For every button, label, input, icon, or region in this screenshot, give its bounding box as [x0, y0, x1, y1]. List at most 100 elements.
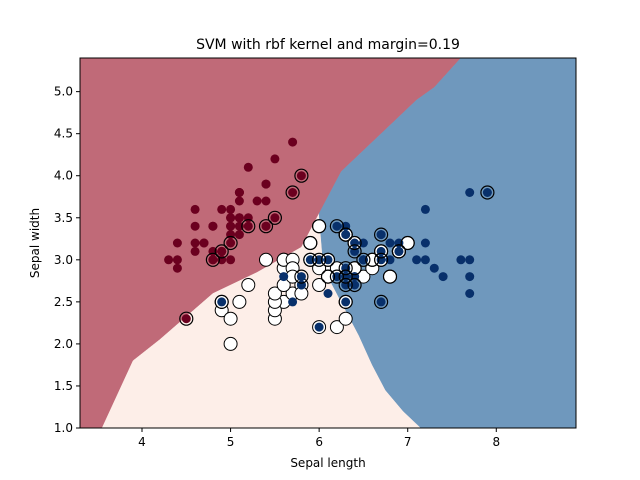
data-point-class-2 [296, 272, 306, 282]
support-vector-marker [374, 227, 389, 242]
data-point-class-2 [438, 272, 448, 282]
data-point-class-1 [223, 336, 238, 351]
data-point-class-0 [190, 221, 200, 231]
support-vector-marker [329, 269, 344, 284]
data-point-class-0 [190, 204, 200, 214]
data-point-class-0 [288, 188, 298, 197]
support-vector-marker [347, 261, 362, 276]
data-point-class-0 [217, 204, 227, 214]
y-tick-label: 1.5 [54, 379, 73, 393]
data-point-class-0 [190, 246, 200, 256]
support-vector-marker [241, 219, 256, 234]
support-vector-marker [347, 244, 362, 259]
support-vector-marker [223, 235, 238, 251]
x-tick-label: 4 [138, 435, 146, 449]
y-tick-label: 2.5 [54, 295, 73, 309]
data-point-class-0 [252, 196, 262, 206]
support-vector-marker [294, 168, 309, 183]
support-vector-marker [285, 185, 300, 200]
data-point-class-2 [420, 238, 430, 248]
support-vector-marker [391, 244, 406, 259]
support-vector-marker [267, 210, 282, 225]
support-vector-marker [214, 244, 229, 259]
support-vector-marker [338, 261, 353, 276]
x-axis-label: Sepal length [290, 456, 365, 470]
support-vector-marker [347, 235, 362, 251]
support-vector-marker [303, 252, 318, 267]
data-point-class-0 [226, 204, 236, 214]
x-tick-label: 5 [227, 435, 235, 449]
plot-frame [79, 57, 577, 429]
support-vector-marker [347, 277, 362, 293]
support-vector-marker [374, 294, 389, 309]
support-vector-marker [365, 252, 380, 267]
data-point-class-2 [465, 272, 475, 282]
data-point-class-2 [465, 255, 475, 265]
data-point-class-0 [261, 196, 271, 206]
data-point-class-2 [456, 255, 466, 265]
data-point-class-0 [226, 213, 236, 223]
support-vector-marker [258, 219, 274, 234]
chart-title: SVM with rbf kernel and margin=0.19 [196, 37, 460, 53]
data-point-class-2 [412, 255, 422, 265]
data-point-class-0 [261, 221, 271, 231]
data-point-class-1 [312, 278, 327, 292]
data-point-class-0 [296, 171, 306, 181]
data-point-class-2 [376, 297, 386, 307]
data-point-class-0 [234, 196, 244, 206]
data-point-class-2 [420, 204, 430, 214]
support-vector-marker [382, 269, 398, 284]
data-point-class-0 [208, 255, 218, 265]
data-point-class-2 [465, 188, 475, 197]
data-point-class-0 [181, 314, 191, 324]
data-point-class-0 [226, 255, 236, 265]
data-point-class-0 [172, 255, 182, 265]
data-points [164, 137, 495, 351]
data-point-class-0 [172, 238, 182, 248]
data-point-class-2 [323, 289, 333, 298]
data-point-class-0 [270, 213, 280, 223]
support-vector-marker [338, 277, 353, 293]
data-point-class-0 [243, 221, 253, 231]
data-point-class-2 [394, 246, 404, 256]
data-point-class-1 [338, 311, 353, 326]
decision-region-class-2 [318, 58, 576, 428]
support-vector-marker [338, 227, 353, 242]
data-point-class-0 [270, 154, 280, 164]
x-tick-label: 8 [492, 435, 500, 449]
data-point-class-2 [314, 322, 324, 332]
support-vector-marker [214, 294, 229, 309]
data-point-class-2 [341, 297, 351, 307]
data-point-class-1 [232, 294, 247, 309]
support-vector-marker [320, 269, 336, 284]
data-point-class-0 [226, 238, 236, 248]
data-point-class-2 [385, 238, 395, 248]
data-point-class-0 [226, 221, 236, 231]
data-point-class-1 [329, 320, 344, 335]
support-vector-marker [329, 219, 344, 234]
y-tick-label: 3.5 [54, 211, 73, 225]
y-axis-ticks: 1.0 1.5 2.0 2.5 3.0 3.5 4.0 4.5 5.0 [54, 85, 80, 435]
data-point-class-0 [208, 221, 218, 231]
data-point-class-2 [420, 255, 430, 265]
y-tick-label: 2.0 [54, 337, 73, 351]
data-point-class-1 [241, 278, 256, 292]
data-point-class-1 [259, 252, 273, 267]
support-vector-marker [400, 235, 415, 251]
data-point-class-0 [164, 255, 174, 265]
data-point-class-0 [190, 238, 200, 248]
data-point-class-2 [465, 289, 475, 298]
data-point-class-0 [199, 238, 209, 248]
support-vector-marker [303, 235, 318, 251]
data-point-class-2 [217, 297, 227, 307]
data-point-class-0 [217, 246, 227, 256]
support-vector-marker [338, 294, 353, 309]
support-vector-marker [294, 269, 309, 284]
data-point-class-0 [243, 162, 253, 172]
support-vector-marker [320, 252, 336, 267]
y-tick-label: 3.0 [54, 253, 73, 267]
support-vector-marker [205, 252, 220, 267]
y-tick-label: 4.0 [54, 169, 73, 183]
support-vector-marker [338, 269, 353, 284]
